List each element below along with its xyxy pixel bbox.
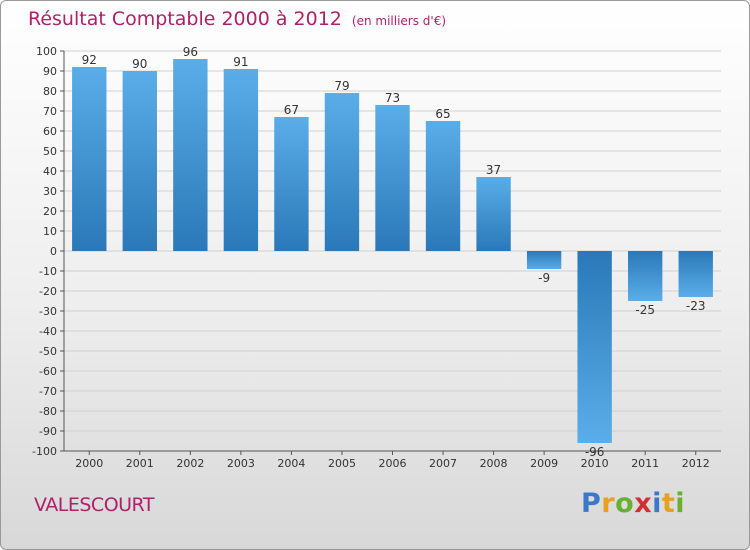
data-label: 91 — [233, 55, 248, 69]
bar — [324, 93, 360, 251]
x-tick-label: 2002 — [176, 457, 204, 470]
y-tick-label: -70 — [39, 385, 57, 398]
y-tick-label: 0 — [50, 245, 57, 258]
data-label: -9 — [538, 271, 550, 285]
bar — [628, 251, 663, 301]
y-tick-label: -90 — [39, 425, 57, 438]
y-tick-label: 100 — [36, 45, 57, 58]
x-tick-label: 2001 — [126, 457, 154, 470]
logo-letter: i — [652, 488, 662, 519]
bar — [678, 251, 713, 297]
logo-letter: x — [634, 488, 653, 519]
x-tick-label: 2006 — [379, 457, 407, 470]
chart-title: Résultat Comptable 2000 à 2012 (en millie… — [28, 8, 446, 30]
x-axis-ticks: 2000 2001 2002 2003 2004 2005 2006 2007 2008 2009… — [75, 451, 710, 470]
bar — [173, 59, 208, 251]
y-tick-label: -20 — [39, 285, 57, 298]
y-axis-ticks: -100-90-80-70-60-50-40-30-20-10010203040… — [32, 45, 64, 458]
x-tick-label: 2007 — [429, 457, 457, 470]
y-tick-label: -80 — [39, 405, 57, 418]
y-tick-label: -60 — [39, 365, 57, 378]
logo-letter: o — [615, 488, 635, 519]
bar — [577, 251, 612, 443]
x-tick-label: 2005 — [328, 457, 356, 470]
y-tick-label: 80 — [43, 85, 57, 98]
bar — [274, 117, 309, 251]
x-tick-label: 2003 — [227, 457, 255, 470]
y-tick-label: 50 — [43, 145, 57, 158]
data-labels: 92 90 96 91 67 79 73 65 37 -9 -96 -25 -23 — [82, 45, 706, 459]
x-tick-label: 2010 — [581, 457, 609, 470]
y-tick-label: 10 — [43, 225, 57, 238]
logo-letter: i — [675, 488, 686, 519]
x-tick-label: 2011 — [631, 457, 659, 470]
data-label: 67 — [284, 103, 299, 117]
logo-letter: P — [581, 488, 602, 519]
bar — [425, 121, 461, 251]
chart-title-unit: (en milliers d'€) — [351, 14, 447, 28]
data-label: 92 — [82, 53, 97, 67]
y-tick-label: 20 — [43, 205, 57, 218]
bar — [476, 177, 511, 251]
data-label: 79 — [334, 79, 349, 93]
data-label: 90 — [132, 57, 147, 71]
x-tick-label: 2004 — [277, 457, 305, 470]
bar — [122, 71, 157, 251]
data-label: -25 — [635, 303, 655, 317]
y-tick-label: -40 — [39, 325, 57, 338]
bar — [375, 105, 410, 251]
y-tick-label: 30 — [43, 185, 57, 198]
chart-title-main: Résultat Comptable 2000 à 2012 — [28, 8, 342, 30]
y-tick-label: 90 — [43, 65, 57, 78]
data-label: 65 — [435, 107, 450, 121]
bar — [223, 69, 259, 251]
x-tick-label: 2000 — [75, 457, 103, 470]
place-name: VALESCOURT — [34, 494, 154, 516]
data-label: -96 — [585, 445, 605, 459]
y-tick-label: -10 — [39, 265, 57, 278]
y-tick-label: 40 — [43, 165, 57, 178]
bar — [526, 251, 562, 269]
y-tick-label: -30 — [39, 305, 57, 318]
data-label: 73 — [385, 91, 400, 105]
data-label: 96 — [183, 45, 198, 59]
bar — [72, 67, 107, 251]
x-tick-label: 2009 — [530, 457, 558, 470]
y-tick-label: -50 — [39, 345, 57, 358]
y-tick-label: -100 — [32, 445, 57, 458]
logo-letter: t — [661, 488, 676, 519]
x-tick-label: 2012 — [682, 457, 710, 470]
logo-letter: r — [601, 488, 616, 519]
data-label: -23 — [686, 299, 706, 313]
y-tick-label: 60 — [43, 125, 57, 138]
proxiti-logo: Proxiti — [581, 488, 685, 519]
y-tick-label: 70 — [43, 105, 57, 118]
data-label: 37 — [486, 163, 501, 177]
x-tick-label: 2008 — [480, 457, 508, 470]
bars — [72, 59, 713, 443]
